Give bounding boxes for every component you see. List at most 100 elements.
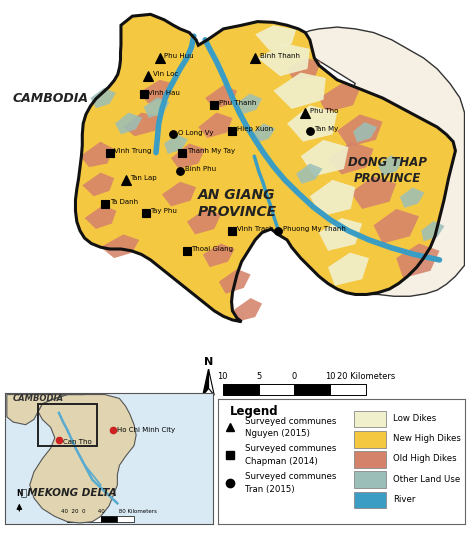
Text: Can Tho: Can Tho (63, 439, 92, 445)
Bar (294, 384, 330, 395)
Polygon shape (353, 122, 377, 142)
Bar (84, 516, 100, 522)
Text: O Long Vy: O Long Vy (178, 129, 213, 135)
Polygon shape (351, 176, 396, 209)
Text: Vinh Trung: Vinh Trung (114, 148, 152, 154)
Text: Nguyen (2015): Nguyen (2015) (245, 429, 310, 438)
Bar (354, 471, 386, 488)
Polygon shape (328, 253, 369, 286)
Text: Vin Loc: Vin Loc (153, 71, 178, 78)
Text: Vinh Hau: Vinh Hau (148, 89, 180, 96)
Text: Surveyed communes: Surveyed communes (245, 472, 337, 481)
Polygon shape (310, 180, 356, 216)
Polygon shape (139, 80, 173, 103)
Text: Tan My: Tan My (314, 126, 338, 132)
Polygon shape (254, 124, 275, 142)
Polygon shape (319, 83, 360, 112)
Polygon shape (171, 143, 205, 169)
Text: Hiep Xuon: Hiep Xuon (237, 126, 273, 132)
Text: New High Dikes: New High Dikes (393, 434, 461, 444)
Text: CAMBODIA: CAMBODIA (13, 394, 64, 403)
Bar (100, 516, 118, 522)
Text: Other Land Use: Other Land Use (393, 475, 460, 484)
Polygon shape (123, 112, 160, 136)
Text: Ho Chi Minh City: Ho Chi Minh City (118, 427, 175, 433)
Text: Binh Thanh: Binh Thanh (260, 53, 300, 59)
Text: Surveyed communes: Surveyed communes (245, 445, 337, 453)
Text: Phuong My Thanh: Phuong My Thanh (283, 226, 346, 232)
Polygon shape (30, 394, 136, 523)
Polygon shape (337, 114, 383, 147)
Polygon shape (296, 164, 322, 184)
Text: 10: 10 (325, 372, 336, 381)
Text: Binh Phu: Binh Phu (185, 166, 216, 172)
Polygon shape (203, 243, 235, 267)
Polygon shape (374, 209, 419, 243)
Polygon shape (396, 243, 439, 278)
Text: Phu Tho: Phu Tho (310, 108, 338, 114)
Polygon shape (203, 369, 209, 395)
Polygon shape (255, 25, 296, 51)
Polygon shape (198, 112, 232, 138)
Bar (259, 384, 294, 395)
Text: 10: 10 (218, 372, 228, 381)
Polygon shape (115, 112, 142, 134)
Bar (354, 452, 386, 468)
Polygon shape (287, 105, 337, 142)
Polygon shape (287, 58, 321, 81)
Bar (354, 431, 386, 448)
Bar (67, 516, 84, 522)
Text: Low Dikes: Low Dikes (393, 414, 436, 423)
Bar (354, 411, 386, 427)
Text: Phu Huu: Phu Huu (164, 53, 194, 59)
Text: River: River (393, 495, 415, 503)
Polygon shape (257, 43, 310, 76)
Polygon shape (75, 14, 456, 322)
Text: AN GIANG
PROVINCE: AN GIANG PROVINCE (198, 188, 276, 219)
Polygon shape (319, 218, 362, 251)
Text: N: N (16, 489, 23, 498)
Polygon shape (328, 142, 374, 174)
Text: CAMBODIA: CAMBODIA (12, 91, 89, 104)
Text: 5: 5 (256, 372, 261, 381)
Polygon shape (205, 85, 237, 109)
Text: Tan Lap: Tan Lap (130, 175, 157, 181)
Text: N: N (204, 356, 213, 366)
Polygon shape (219, 269, 251, 294)
Text: ⬿MEKONG DELTA: ⬿MEKONG DELTA (21, 487, 117, 498)
Text: Tay Phu: Tay Phu (151, 208, 177, 214)
Text: 0: 0 (292, 372, 297, 381)
Polygon shape (80, 142, 114, 167)
Text: Old High Dikes: Old High Dikes (393, 454, 456, 463)
Polygon shape (7, 394, 84, 425)
Text: Vinh Trach: Vinh Trach (237, 226, 273, 232)
Bar (330, 384, 366, 395)
Polygon shape (164, 134, 188, 154)
Text: DONG THAP
PROVINCE: DONG THAP PROVINCE (347, 156, 427, 185)
Polygon shape (273, 73, 326, 109)
Text: Ta Danh: Ta Danh (109, 198, 138, 205)
Polygon shape (301, 140, 348, 176)
Text: Thoai Giang: Thoai Giang (191, 246, 234, 252)
Polygon shape (378, 156, 403, 176)
Polygon shape (271, 27, 465, 296)
Polygon shape (209, 369, 214, 395)
Bar (118, 516, 134, 522)
Text: 20 Kilometers: 20 Kilometers (337, 372, 395, 381)
Bar (223, 384, 259, 395)
Polygon shape (187, 209, 221, 234)
Text: Thanh My Tay: Thanh My Tay (187, 148, 235, 154)
Text: Surveyed communes: Surveyed communes (245, 417, 337, 426)
Text: Tran (2015): Tran (2015) (245, 485, 295, 494)
Text: Legend: Legend (230, 405, 279, 418)
Polygon shape (162, 182, 196, 207)
Bar (354, 492, 386, 508)
Bar (38, 404, 97, 446)
Polygon shape (238, 94, 262, 114)
Polygon shape (400, 187, 425, 208)
Polygon shape (232, 298, 262, 322)
Polygon shape (82, 173, 114, 196)
Text: Phu Thanh: Phu Thanh (219, 101, 256, 106)
Polygon shape (84, 205, 117, 229)
Polygon shape (421, 221, 445, 241)
